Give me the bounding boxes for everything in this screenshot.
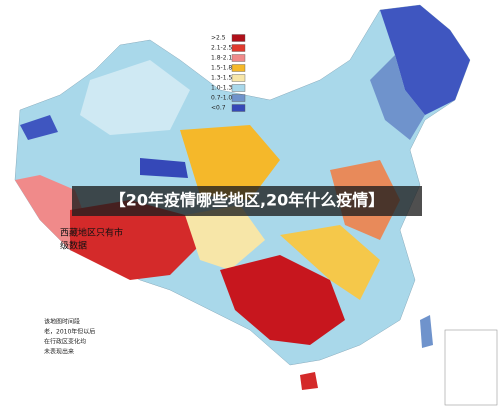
legend-swatch <box>231 54 246 62</box>
tibet <box>70 200 200 280</box>
legend-label: 0.7-1.0 <box>211 95 232 102</box>
northeast <box>380 5 470 115</box>
banner-bg <box>72 186 422 216</box>
south-sea-inset <box>444 329 498 406</box>
legend-label: >2.5 <box>211 35 226 42</box>
legend-label: 2.1-2.5 <box>211 45 232 52</box>
legend-label: <0.7 <box>211 105 226 112</box>
legend-label: 1.3-1.5 <box>211 75 232 82</box>
legend-label: 1.5-1.8 <box>211 65 232 72</box>
note-line: 该地图时间段 <box>44 318 80 326</box>
south-red <box>220 255 345 345</box>
legend-swatch <box>231 44 246 52</box>
annotation-line: 级数据 <box>60 240 87 252</box>
qinghai <box>185 205 265 270</box>
banner-title: 【20年疫情哪些地区,20年什么疫情】 <box>110 191 385 210</box>
legend-label: 1.8-2.1 <box>211 55 232 62</box>
legend-swatch <box>231 94 246 102</box>
central-yellow <box>180 125 280 200</box>
map-shapes <box>14 4 498 406</box>
legend-swatch <box>231 74 246 82</box>
hainan <box>300 372 318 390</box>
northeast-mid <box>370 55 425 140</box>
legend-label: 1.0-1.3 <box>211 85 232 92</box>
legend-swatch <box>231 84 246 92</box>
legend-swatch <box>231 64 246 72</box>
note-line: 未表现出来 <box>44 348 74 356</box>
west-blue <box>20 115 58 140</box>
note-line: 老，2010年但以后 <box>44 328 95 336</box>
south-yellow <box>280 225 380 300</box>
legend-swatch <box>231 104 246 112</box>
legend-swatch <box>231 34 246 42</box>
taiwan <box>420 315 433 348</box>
legend: >2.5 2.1-2.5 1.8-2.1 1.5-1.8 1.3-1.5 1.0-1.3 0… <box>211 34 246 112</box>
innermongolia-blue <box>140 158 188 178</box>
annotation-line: 西藏地区只有市 <box>60 227 123 239</box>
xinjiang-east <box>80 60 190 135</box>
note-line: 在行政区变化均 <box>44 338 86 346</box>
